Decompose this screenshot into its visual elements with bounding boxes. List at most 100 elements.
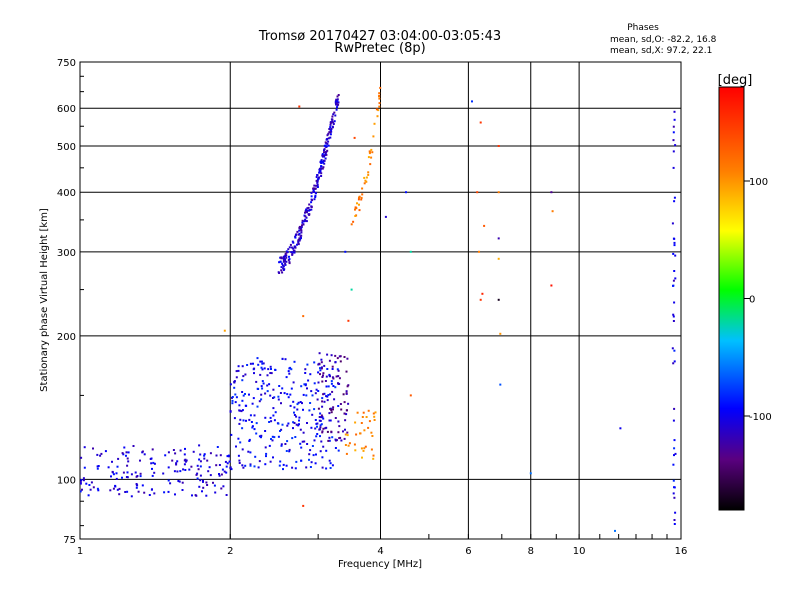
echo-f1-region-core <box>343 401 346 404</box>
echo-f2-region-trace <box>303 220 306 223</box>
echo-f1-region-lower <box>298 423 300 426</box>
echo-point <box>479 298 482 301</box>
echo-f1-region-lower <box>237 369 240 372</box>
echo-f2-region-trace <box>290 246 293 249</box>
echo-f1-region-lower <box>277 435 280 438</box>
echo-f1-region-lower <box>328 419 331 422</box>
echo-f1-region-lower <box>237 365 240 368</box>
echo-f1-region-lower <box>287 370 290 373</box>
echo-f1-region-lower <box>315 453 317 456</box>
echo-f1-region-core <box>340 439 343 442</box>
echo-f1-region-lower <box>231 399 234 402</box>
echo-f1-region-lower <box>286 393 289 396</box>
echo-f2-region-trace <box>316 184 319 186</box>
echo-f1-echoes <box>346 434 349 437</box>
echo-f1-region-lower <box>314 462 317 465</box>
echo-f1-region-lower <box>238 409 241 412</box>
echo-e-region <box>116 465 119 468</box>
chart-subtitle: RwPretec (8p) <box>334 41 425 56</box>
echo-f1-region-core <box>344 428 346 431</box>
echo-point <box>619 427 622 430</box>
echo-f1-region-lower <box>308 453 311 456</box>
echo-e-region <box>199 479 202 482</box>
echo-f1-region-lower <box>260 398 263 401</box>
echo-e-region <box>220 473 223 476</box>
echo-f1-region-lower <box>337 405 340 407</box>
echo-f1-echoes <box>360 447 363 450</box>
echo-f1-echoes <box>362 411 365 414</box>
echo-16-mhz-column <box>672 419 675 422</box>
echo-f1-region-lower <box>253 367 256 370</box>
echo-f1-region-lower <box>235 376 238 379</box>
echo-f1-region-lower <box>273 396 276 399</box>
echo-f1-region-core <box>343 437 346 440</box>
echo-e-region <box>205 494 208 497</box>
echo-f1-region-lower <box>255 432 258 435</box>
echo-e-region <box>104 450 107 453</box>
echo-f1-region-lower <box>266 390 269 393</box>
echo-f2-region-trace <box>322 154 325 157</box>
echo-f2-region-trace <box>296 243 298 246</box>
echo-16-mhz-column <box>673 196 676 199</box>
echo-f1-region-lower <box>231 402 234 405</box>
echo-point <box>550 191 553 194</box>
x-tick-label: 1 <box>77 546 83 557</box>
echo-f2-x-mode-trace <box>378 92 381 95</box>
echo-f1-region-core <box>332 408 334 411</box>
echo-e-region <box>163 491 166 494</box>
echo-f1-region-core <box>335 375 338 378</box>
echo-point <box>223 329 226 332</box>
echo-f1-region-lower <box>311 445 314 447</box>
echo-f1-region-lower <box>323 392 326 395</box>
echo-e-region <box>175 462 178 465</box>
echo-16-mhz-column <box>672 284 674 287</box>
echo-e-region <box>137 490 140 493</box>
echo-e-region <box>130 495 133 498</box>
echo-e-region <box>141 484 144 487</box>
echo-f1-region-lower <box>238 422 241 425</box>
echo-f1-region-core <box>334 417 337 419</box>
echo-f2-region-trace <box>335 101 338 104</box>
echo-e-region <box>117 457 120 460</box>
echo-f1-region-lower <box>246 364 249 366</box>
echo-point <box>302 504 305 507</box>
echo-f1-region-core <box>321 405 324 408</box>
echo-f1-region-lower <box>281 423 284 426</box>
echo-f1-region-lower <box>286 440 289 443</box>
echo-e-region <box>202 480 204 483</box>
echo-f1-region-lower <box>251 402 254 405</box>
echo-f1-region-lower <box>325 385 328 388</box>
echo-f1-echoes <box>344 433 347 436</box>
echo-f1-region-lower <box>314 419 317 421</box>
echo-e-region <box>82 479 85 482</box>
echo-f1-echoes <box>372 454 375 457</box>
echo-f1-region-core <box>329 375 331 378</box>
echo-f1-region-core <box>331 365 334 368</box>
echo-f2-region-trace <box>313 191 315 193</box>
echo-e-region <box>195 473 198 476</box>
echo-f1-region-core <box>322 427 325 430</box>
echo-f2-x-mode-trace <box>361 187 364 190</box>
echo-e-region <box>202 486 205 489</box>
echo-e-region <box>173 470 176 473</box>
echo-f1-region-core <box>330 430 333 433</box>
echo-e-region <box>190 465 193 468</box>
echo-f1-region-lower <box>241 464 244 467</box>
echo-f2-x-mode-trace <box>370 148 373 151</box>
echo-f2-region-trace <box>325 145 328 148</box>
y-axis-label: Stationary phase Virtual Height [km] <box>39 208 50 392</box>
echo-f1-region-lower <box>269 460 272 463</box>
echo-f1-echoes <box>363 447 366 450</box>
echo-f1-region-lower <box>253 372 255 375</box>
echo-f1-region-lower <box>256 357 259 360</box>
echo-f2-region-trace <box>318 176 320 179</box>
echo-f2-region-trace <box>298 232 301 235</box>
echo-f2-x-mode-trace <box>371 151 374 154</box>
echo-f2-region-trace <box>281 262 284 265</box>
echo-f1-region-core <box>320 361 323 364</box>
echo-e-region <box>92 486 95 489</box>
echo-e-region <box>162 472 165 475</box>
echo-f1-region-core <box>337 369 340 372</box>
echo-f1-region-lower <box>250 421 253 423</box>
echo-f1-region-core <box>330 354 333 357</box>
